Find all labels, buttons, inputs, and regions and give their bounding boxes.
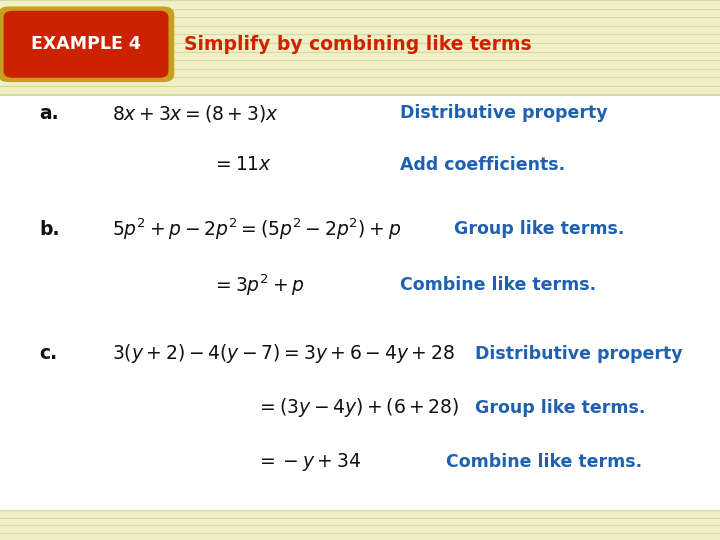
Text: c.: c. xyxy=(40,344,58,363)
Text: EXAMPLE 4: EXAMPLE 4 xyxy=(31,35,141,53)
FancyBboxPatch shape xyxy=(0,510,720,540)
Text: $= (3y - 4y) + (6 + 28)$: $= (3y - 4y) + (6 + 28)$ xyxy=(256,396,459,419)
Text: $8x + 3x = (8 + 3)x$: $8x + 3x = (8 + 3)x$ xyxy=(112,103,279,124)
Text: Distributive property: Distributive property xyxy=(400,104,607,123)
Text: $= -y + 34$: $= -y + 34$ xyxy=(256,451,361,472)
FancyBboxPatch shape xyxy=(0,6,174,82)
Text: Add coefficients.: Add coefficients. xyxy=(400,156,564,174)
Text: Group like terms.: Group like terms. xyxy=(454,220,624,239)
Text: Group like terms.: Group like terms. xyxy=(475,399,646,417)
FancyBboxPatch shape xyxy=(4,11,168,78)
Text: $5p^2 + p - 2p^2 = (5p^2 - 2p^2) + p$: $5p^2 + p - 2p^2 = (5p^2 - 2p^2) + p$ xyxy=(112,217,401,242)
Text: Distributive property: Distributive property xyxy=(475,345,683,363)
Text: $3(y + 2) - 4(y - 7)  = 3y + 6 - 4y + 28$: $3(y + 2) - 4(y - 7) = 3y + 6 - 4y + 28$ xyxy=(112,342,454,365)
Text: a.: a. xyxy=(40,104,59,123)
Text: Combine like terms.: Combine like terms. xyxy=(446,453,642,471)
Text: $= 11x$: $= 11x$ xyxy=(212,156,273,174)
Text: $= 3p^2 + p$: $= 3p^2 + p$ xyxy=(212,272,305,298)
Text: b.: b. xyxy=(40,220,60,239)
FancyBboxPatch shape xyxy=(0,0,720,94)
Text: Simplify by combining like terms: Simplify by combining like terms xyxy=(184,35,531,54)
Text: Combine like terms.: Combine like terms. xyxy=(400,276,595,294)
